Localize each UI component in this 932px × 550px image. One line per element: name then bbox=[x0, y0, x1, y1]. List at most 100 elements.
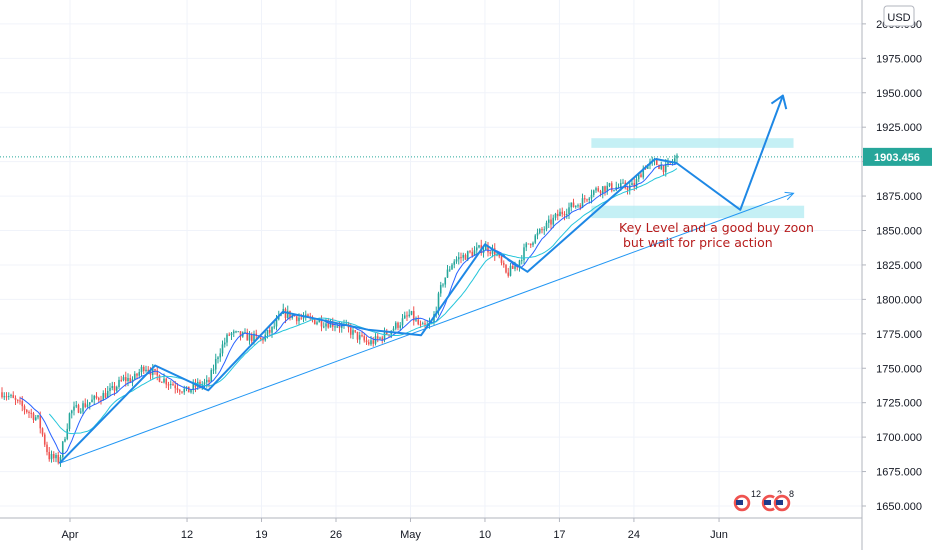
x-tick-label: 10 bbox=[479, 529, 491, 541]
candle-body bbox=[570, 202, 573, 208]
candle-body bbox=[349, 327, 352, 335]
candle-body bbox=[525, 243, 528, 248]
candle-body bbox=[255, 333, 258, 336]
candle-body bbox=[232, 331, 235, 334]
candle-body bbox=[631, 183, 633, 186]
candle-body bbox=[167, 384, 170, 386]
candle-body bbox=[417, 319, 420, 325]
event-badges[interactable]: 1238 bbox=[732, 489, 794, 513]
candle-body bbox=[498, 254, 501, 257]
candle-body bbox=[588, 198, 591, 200]
candle-body bbox=[550, 219, 552, 225]
candle-body bbox=[102, 393, 105, 401]
y-tick-label: 1850.000 bbox=[876, 226, 922, 238]
candle-body bbox=[381, 337, 384, 341]
candle-body bbox=[453, 261, 456, 265]
candle-body bbox=[239, 331, 242, 337]
candle-body bbox=[70, 410, 73, 414]
candle-body bbox=[552, 217, 555, 225]
y-tick-label: 1975.000 bbox=[876, 53, 922, 65]
candle-body bbox=[158, 375, 161, 382]
x-tick-label: 26 bbox=[330, 529, 342, 541]
candle-body bbox=[401, 318, 404, 326]
x-tick-label: Apr bbox=[61, 529, 78, 541]
candle-body bbox=[599, 191, 602, 194]
candle-body bbox=[370, 340, 372, 345]
swing-path bbox=[58, 158, 656, 464]
candle-body bbox=[32, 413, 35, 420]
last-price-tag bbox=[863, 147, 932, 166]
y-tick-label: 1825.000 bbox=[876, 260, 922, 272]
candle-body bbox=[127, 377, 129, 382]
candle-body bbox=[574, 205, 577, 208]
candle-body bbox=[592, 190, 595, 195]
candle-body bbox=[437, 293, 440, 312]
candle-body bbox=[442, 284, 444, 286]
candle-body bbox=[93, 395, 96, 400]
annotation-line-1: Key Level and a good buy zoon bbox=[619, 220, 814, 235]
candle-body bbox=[633, 183, 636, 188]
candle-body bbox=[129, 377, 132, 383]
candle-body bbox=[601, 186, 604, 194]
candle-body bbox=[77, 405, 80, 413]
candle-body bbox=[57, 454, 60, 463]
candle-body bbox=[376, 336, 379, 339]
candle-body bbox=[444, 277, 447, 285]
candle-body bbox=[23, 406, 26, 410]
candle-body bbox=[273, 326, 276, 328]
candle-body bbox=[192, 383, 195, 390]
candle-body bbox=[214, 358, 217, 370]
candle-body bbox=[667, 161, 669, 164]
candle-body bbox=[212, 369, 215, 371]
candle-body bbox=[46, 444, 48, 453]
candle-body bbox=[439, 285, 442, 294]
candle-body bbox=[489, 252, 492, 254]
candle-body bbox=[19, 400, 21, 402]
candle-body bbox=[86, 404, 89, 407]
candle-body bbox=[307, 314, 309, 317]
candle-body bbox=[559, 211, 561, 217]
candle-body bbox=[514, 266, 516, 269]
candle-body bbox=[10, 395, 12, 397]
candle-body bbox=[235, 331, 237, 333]
candle-body bbox=[365, 340, 368, 343]
candle-body bbox=[329, 321, 332, 328]
candle-body bbox=[219, 353, 222, 358]
candle-body bbox=[554, 213, 557, 218]
candle-body bbox=[169, 383, 172, 385]
candle-body bbox=[133, 373, 136, 380]
candle-body bbox=[55, 454, 57, 459]
candle-body bbox=[493, 248, 496, 256]
candle-body bbox=[635, 179, 638, 188]
candle-body bbox=[50, 453, 53, 460]
candle-body bbox=[529, 243, 532, 246]
candle-body bbox=[500, 256, 503, 263]
candle-body bbox=[43, 434, 46, 445]
candle-body bbox=[608, 183, 611, 186]
candle-body bbox=[505, 264, 507, 273]
candle-body bbox=[187, 386, 190, 393]
candle-body bbox=[118, 379, 120, 387]
candle-body bbox=[122, 377, 125, 381]
y-tick-label: 1750.000 bbox=[876, 363, 922, 375]
candle-body bbox=[473, 250, 476, 256]
candle-body bbox=[372, 340, 375, 344]
currency-badge[interactable]: USD bbox=[883, 5, 915, 27]
candle-body bbox=[502, 262, 505, 265]
candle-body bbox=[64, 439, 66, 442]
candle-body bbox=[604, 186, 606, 192]
candle-body bbox=[68, 413, 71, 429]
candle-body bbox=[316, 322, 318, 325]
candle-body bbox=[642, 168, 645, 178]
candle-body bbox=[478, 245, 480, 248]
event-count: 8 bbox=[789, 489, 794, 499]
candle-body bbox=[226, 334, 228, 343]
time-axis[interactable]: Apr 12 19 26 May 10 17 24 Jun bbox=[0, 517, 862, 541]
candle-body bbox=[338, 326, 341, 328]
candle-body bbox=[271, 326, 273, 333]
candle-body bbox=[399, 325, 402, 328]
candle-body bbox=[367, 342, 370, 345]
